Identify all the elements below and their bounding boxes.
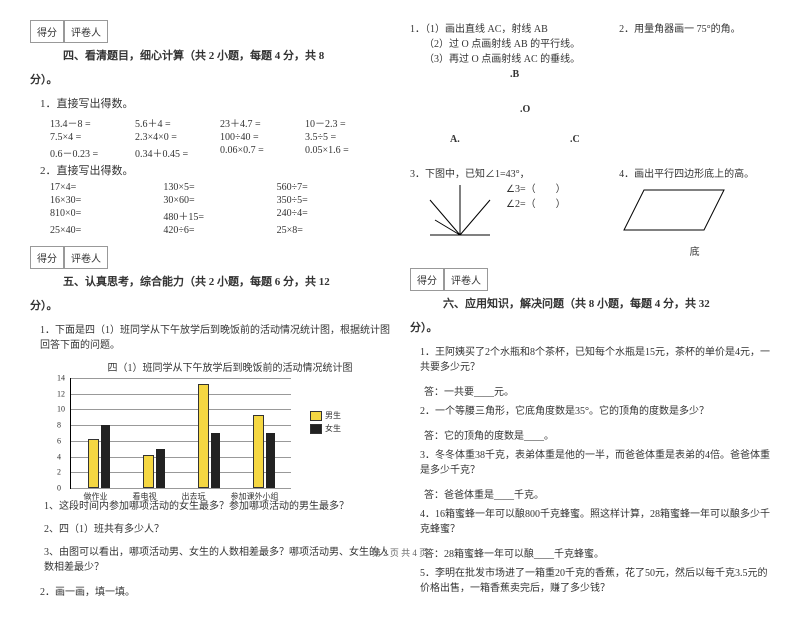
rt-q4: 4．画出平行四边形底上的高。	[619, 165, 770, 180]
q6-3: 3．冬冬体重38千克，表弟体重是他的一半，而爸爸体重是表弟的4倍。爸爸体重是多少…	[420, 446, 770, 476]
rt-line2: （2）过 O 点画射线 AB 的平行线。	[424, 35, 611, 50]
score-box-5: 得分 评卷人	[30, 246, 390, 269]
legend-girl-label: 女生	[325, 423, 341, 434]
q6-5: 5．李明在批发市场进了一箱重20千克的香蕉，花了50元，然后以每千克3.5元的价…	[420, 564, 770, 594]
score-box-6: 得分 评卷人	[410, 268, 770, 291]
calc-cell: 10－2.3 =	[305, 115, 390, 130]
chart-wrap: 四（1）班同学从下午放学后到晚饭前的活动情况统计图 男生 女生 02468101…	[70, 359, 390, 489]
section4-title-a: 四、看清题目，细心计算（共 2 小题，每题 4 分，共 8	[63, 50, 324, 62]
q5-1c: 3、由图可以看出，哪项活动男、女生的人数相差最多？哪项活动男、女生的人数相差最少…	[44, 543, 390, 573]
calc-row: 7.5×4 = 2.3×4×0 = 100÷40 = 3.5÷5 =	[50, 132, 390, 143]
point-c: .C	[570, 134, 580, 145]
section4-title: 缩进缩四、看清题目，细心计算（共 2 小题，每题 4 分，共 8	[30, 47, 390, 63]
calc-cell: 0.34＋0.45 =	[135, 145, 220, 160]
legend-boy-label: 男生	[325, 410, 341, 421]
section6-title-b: 分）。	[410, 319, 770, 335]
legend-boy: 男生	[310, 410, 341, 421]
score-label: 得分	[410, 268, 444, 291]
rt-line3: （3）再过 O 点画射线 AC 的垂线。	[424, 50, 611, 65]
rt-q3a: ∠3=（ ）	[506, 180, 566, 195]
calc-cell: 30×60=	[163, 195, 276, 206]
section4-sub1: 1．直接写出得数。	[40, 95, 390, 111]
score-label: 得分	[30, 246, 64, 269]
grader-label: 评卷人	[64, 246, 108, 269]
point-a: A.	[450, 134, 460, 145]
calc-cell: 0.06×0.7 =	[220, 145, 305, 160]
page-footer: 第 2 页 共 4 页	[372, 546, 428, 559]
calc-cell: 7.5×4 =	[50, 132, 135, 143]
parallelogram-figure	[619, 180, 729, 240]
calc-cell: 17×4=	[50, 182, 163, 193]
calc-cell: 5.6＋4 =	[135, 115, 220, 130]
section5-title-a: 五、认真思考，综合能力（共 2 小题，每题 6 分，共 12	[63, 276, 330, 288]
rt-q3b: ∠2=（ ）	[506, 195, 566, 210]
section6-title-a: 六、应用知识，解决问题（共 8 小题，每题 4 分，共 32	[443, 298, 710, 310]
section4-sub2: 2．直接写出得数。	[40, 162, 390, 178]
grader-label: 评卷人	[64, 20, 108, 43]
score-box-4: 得分 评卷人	[30, 20, 390, 43]
right-q4: 4．画出平行四边形底上的高。 底	[619, 165, 770, 258]
calc-cell: 0.05×1.6 =	[305, 145, 390, 160]
q6-1: 1．王阿姨买了2个水瓶和8个茶杯，已知每个水瓶是15元，茶杯的单价是4元，一共要…	[420, 343, 770, 373]
legend-girl: 女生	[310, 423, 341, 434]
calc-cell: 2.3×4×0 =	[135, 132, 220, 143]
calc-row: 17×4= 130×5= 560÷7=	[50, 182, 390, 193]
activity-chart: 男生 女生 02468101214做作业看电视出去玩参加课外小组	[70, 378, 291, 489]
calc-cell: 25×40=	[50, 225, 163, 236]
calc-row: 0.6－0.23 = 0.34＋0.45 = 0.06×0.7 = 0.05×1…	[50, 145, 390, 160]
rt-q2: 2．用量角器画一 75°的角。	[619, 20, 770, 35]
q5-2: 2．画一画，填一填。	[40, 583, 390, 598]
calc-cell: 25×8=	[277, 225, 390, 236]
left-column: 得分 评卷人 缩进缩四、看清题目，细心计算（共 2 小题，每题 4 分，共 8 …	[30, 20, 390, 602]
a6-3: 答：爸爸体重是____千克。	[424, 486, 770, 501]
calc-cell: 0.6－0.23 =	[50, 145, 135, 160]
calc-cell: 560÷7=	[277, 182, 390, 193]
calc-cell: 240÷4=	[277, 208, 390, 223]
right-q3: 3．下图中，已知∠1=43°， ∠3=（ ） ∠2=（ ）	[410, 165, 611, 258]
point-b: .B	[510, 69, 519, 80]
calc-cell: 420÷6=	[163, 225, 276, 236]
q6-2: 2．一个等腰三角形，它底角度数是35°。它的顶角的度数是多少？	[420, 402, 770, 417]
section6-title: 缩进缩六、应用知识，解决问题（共 8 小题，每题 4 分，共 32	[410, 295, 770, 311]
right-column: 1．（1）画出直线 AC，射线 AB （2）过 O 点画射线 AB 的平行线。 …	[410, 20, 770, 602]
rt-q3: 3．下图中，已知∠1=43°，	[410, 165, 611, 180]
geom-points: .B .O A. .C	[410, 69, 611, 159]
calc-cell: 350÷5=	[277, 195, 390, 206]
calc-row: 16×30= 30×60= 350÷5=	[50, 195, 390, 206]
a6-1: 答：一共要____元。	[424, 383, 770, 398]
score-label: 得分	[30, 20, 64, 43]
calc-cell: 13.4－8 =	[50, 115, 135, 130]
grader-label: 评卷人	[444, 268, 488, 291]
q5-1: 1．下面是四（1）班同学从下午放学后到晚饭前的活动情况统计图，根据统计图回答下面…	[40, 321, 390, 351]
chart-title: 四（1）班同学从下午放学后到晚饭前的活动情况统计图	[70, 359, 390, 374]
calc-row: 13.4－8 = 5.6＋4 = 23＋4.7 = 10－2.3 =	[50, 115, 390, 130]
calc-cell: 100÷40 =	[220, 132, 305, 143]
calc-row: 810×0= 480＋15= 240÷4=	[50, 208, 390, 223]
section5-title-b: 分）。	[30, 297, 390, 313]
calc-cell: 23＋4.7 =	[220, 115, 305, 130]
q5-1b: 2、四（1）班共有多少人？	[44, 520, 390, 535]
rt-line1: 1．（1）画出直线 AC，射线 AB	[410, 20, 611, 35]
section4-title-b: 分）。	[30, 71, 390, 87]
a6-2: 答：它的顶角的度数是____。	[424, 427, 770, 442]
right-top-row: 1．（1）画出直线 AC，射线 AB （2）过 O 点画射线 AB 的平行线。 …	[410, 20, 770, 159]
right-q2: 2．用量角器画一 75°的角。	[619, 20, 770, 159]
q6-4: 4．16箱蜜蜂一年可以酿800千克蜂蜜。照这样计算，28箱蜜蜂一年可以酿多少千克…	[420, 505, 770, 535]
calc-cell: 130×5=	[163, 182, 276, 193]
calc-cell: 480＋15=	[163, 208, 276, 223]
calc-row: 25×40= 420÷6= 25×8=	[50, 225, 390, 236]
calc-cell: 16×30=	[50, 195, 163, 206]
chart-legend: 男生 女生	[310, 408, 341, 436]
right-q1: 1．（1）画出直线 AC，射线 AB （2）过 O 点画射线 AB 的平行线。 …	[410, 20, 611, 159]
a6-4: 答：28箱蜜蜂一年可以酿____千克蜂蜜。	[424, 545, 770, 560]
rt-q4-base: 底	[619, 243, 770, 258]
calc-cell: 3.5÷5 =	[305, 132, 390, 143]
angle-figure	[420, 180, 500, 240]
point-o: .O	[520, 104, 530, 115]
calc-cell: 810×0=	[50, 208, 163, 223]
right-row2: 3．下图中，已知∠1=43°， ∠3=（ ） ∠2=（ ） 4．画出平行四边形底…	[410, 165, 770, 258]
section5-title: 缩进缩五、认真思考，综合能力（共 2 小题，每题 6 分，共 12	[30, 273, 390, 289]
